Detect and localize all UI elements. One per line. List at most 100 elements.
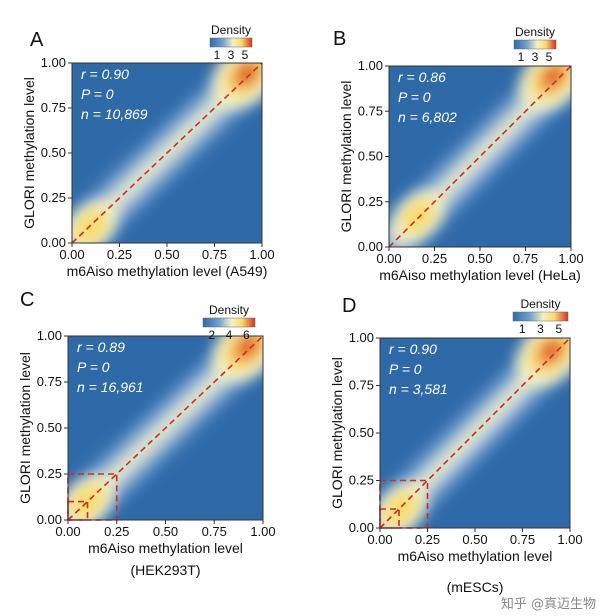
stat-line: n = 6,802 <box>398 109 457 125</box>
legend-title: Density <box>209 303 249 317</box>
stat-line: P = 0 <box>398 89 431 105</box>
stat-line: r = 0.90 <box>81 66 129 82</box>
legend-tick-label: 4 <box>226 328 233 342</box>
hotspot-1 <box>213 336 263 382</box>
y-tick-label: 0.25 <box>41 190 66 205</box>
x-axis-label: m6Aiso methylation level (HeLa) <box>379 267 581 283</box>
y-tick-label: 0.00 <box>41 235 66 250</box>
y-tick-label: 0.75 <box>349 378 374 393</box>
y-tick-label: 1.00 <box>41 55 66 70</box>
x-tick-label: 0.00 <box>59 247 84 262</box>
legend-title: Density <box>515 25 555 39</box>
y-tick-label: 0.25 <box>349 473 374 488</box>
density-legend: Density 1 3 5 <box>512 297 569 336</box>
density-field <box>72 63 262 243</box>
density-legend: Density 1 3 5 <box>513 25 557 64</box>
panel-a: 0.00 0.25 0.50 0.75 1.00 0.00 0.25 0.50 0.75 1.00… <box>21 23 275 279</box>
x-axis-ticks: 0.00 0.25 0.50 0.75 1.00 <box>376 247 584 266</box>
stats-annotation: r = 0.90 P = 0 n = 10,869 <box>81 66 148 122</box>
legend-tick-label: 5 <box>546 50 553 64</box>
x-tick-label: 1.00 <box>250 524 275 539</box>
hotspot-1 <box>212 63 262 109</box>
x-tick-label: 0.25 <box>422 251 447 266</box>
legend-tick-label: 3 <box>532 50 539 64</box>
stat-line: n = 3,581 <box>389 381 448 397</box>
y-axis-label: GLORI methylation level <box>21 77 37 229</box>
panel-b: 0.00 0.25 0.50 0.75 1.00 0.00 0.25 0.50 0.75 1.00… <box>333 25 584 283</box>
legend-tick-label: 6 <box>243 328 250 342</box>
x-tick-label: 0.50 <box>154 247 179 262</box>
density-field <box>380 338 570 528</box>
density-field <box>389 66 571 247</box>
stat-line: r = 0.86 <box>398 69 446 85</box>
legend-title: Density <box>211 23 251 37</box>
y-axis-ticks: 0.00 0.25 0.50 0.75 1.00 <box>41 55 72 250</box>
x-axis-sublabel: (HEK293T) <box>130 562 200 578</box>
highlight-box-1 <box>379 479 429 529</box>
y-tick-label: 0.00 <box>37 512 62 527</box>
legend-tick-label: 1 <box>214 48 221 62</box>
watermark-text: 知乎 @真迈生物 <box>500 597 596 612</box>
y-tick-label: 0.25 <box>37 466 62 481</box>
stats-annotation: r = 0.89 P = 0 n = 16,961 <box>77 339 144 395</box>
x-tick-label: 0.25 <box>107 247 132 262</box>
x-tick-label: 1.00 <box>558 251 583 266</box>
y-tick-label: 0.75 <box>41 100 66 115</box>
diagonal-line <box>380 338 570 528</box>
legend-tick-label: 2 <box>208 328 215 342</box>
legend-tick-label: 3 <box>228 48 235 62</box>
x-axis-ticks: 0.00 0.25 0.50 0.75 1.00 <box>59 243 275 262</box>
stat-line: n = 10,869 <box>81 106 148 122</box>
y-tick-label: 1.00 <box>37 328 62 343</box>
y-axis-label: GLORI methylation level <box>338 81 354 233</box>
panel-letter: B <box>333 28 346 50</box>
y-tick-label: 0.00 <box>358 239 383 254</box>
density-legend: Density 2 4 6 <box>202 303 256 342</box>
legend-tick-label: 5 <box>555 322 562 336</box>
legend-colorbar <box>513 39 557 50</box>
legend-title: Density <box>520 297 560 311</box>
x-axis-ticks: 0.00 0.25 0.50 0.75 1.00 <box>55 520 276 539</box>
x-axis-label: m6Aiso methylation level <box>398 548 553 564</box>
y-tick-label: 1.00 <box>349 330 374 345</box>
x-tick-label: 0.75 <box>510 532 535 547</box>
legend-tick-label: 5 <box>242 48 249 62</box>
stat-line: P = 0 <box>77 359 110 375</box>
hotspot-1 <box>516 338 570 386</box>
y-axis-ticks: 0.00 0.25 0.50 0.75 1.00 <box>37 328 68 527</box>
density-field <box>68 336 263 520</box>
x-tick-label: 0.00 <box>367 532 392 547</box>
x-tick-label: 0.75 <box>202 524 227 539</box>
x-tick-label: 1.00 <box>557 532 582 547</box>
legend-tick-label: 1 <box>519 322 526 336</box>
y-tick-label: 0.25 <box>358 194 383 209</box>
panel-d: 0.00 0.25 0.50 0.75 1.00 0.00 0.25 0.50 0.75 1.00… <box>329 295 583 595</box>
highlight-box-1 <box>67 473 118 521</box>
y-tick-label: 0.75 <box>358 103 383 118</box>
x-tick-label: 0.00 <box>55 524 80 539</box>
x-tick-label: 0.50 <box>467 251 492 266</box>
legend-colorbar <box>202 317 256 328</box>
x-tick-label: 0.50 <box>153 524 178 539</box>
y-tick-label: 0.75 <box>37 374 62 389</box>
y-tick-label: 0.50 <box>349 425 374 440</box>
stat-line: P = 0 <box>389 361 422 377</box>
panel-letter: C <box>20 289 34 311</box>
x-tick-label: 0.75 <box>202 247 227 262</box>
legend-colorbar <box>209 37 253 48</box>
x-tick-label: 0.25 <box>104 524 129 539</box>
hotspot-1 <box>519 66 571 111</box>
stat-line: n = 16,961 <box>77 379 144 395</box>
hotspot-2 <box>393 191 444 242</box>
y-tick-label: 1.00 <box>358 58 383 73</box>
x-tick-label: 0.75 <box>513 251 538 266</box>
panel-c: 0.00 0.25 0.50 0.75 1.00 0.00 0.25 0.50 0.75 1.00… <box>17 289 276 578</box>
hotspot-2 <box>380 484 426 528</box>
stats-annotation: r = 0.90 P = 0 n = 3,581 <box>389 341 448 397</box>
y-axis-ticks: 0.00 0.25 0.50 0.75 1.00 <box>358 58 389 254</box>
y-tick-label: 0.50 <box>358 149 383 164</box>
diagonal-line <box>389 66 571 247</box>
x-axis-sublabel: (mESCs) <box>447 579 504 595</box>
y-axis-label: GLORI methylation level <box>329 357 345 509</box>
